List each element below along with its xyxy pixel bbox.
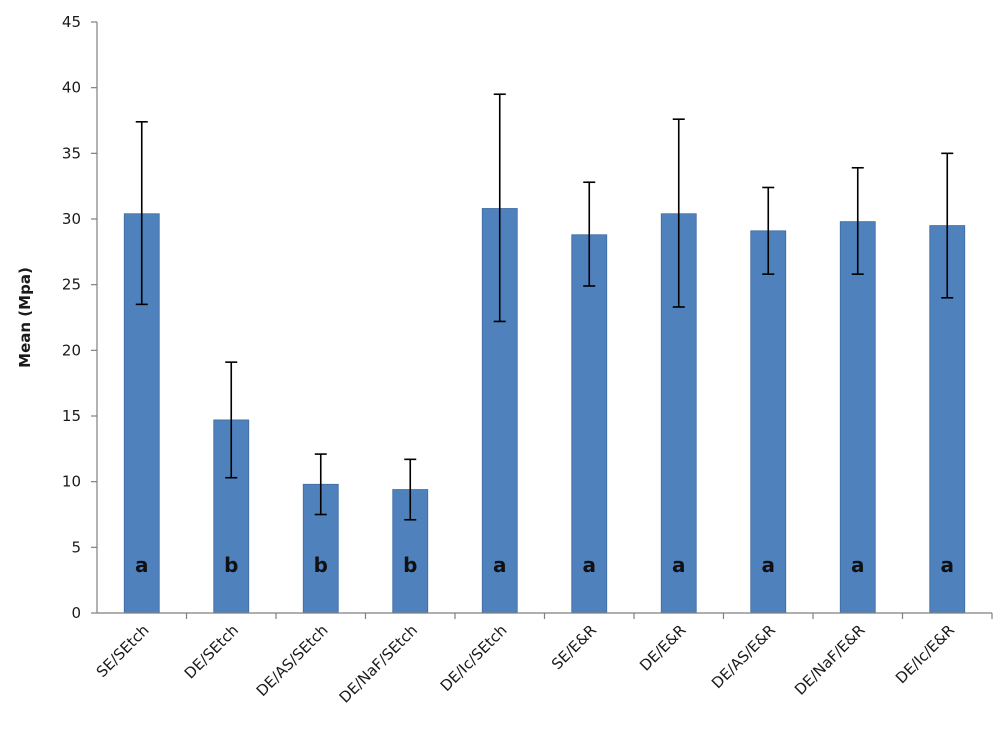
y-tick-label: 35 (62, 144, 81, 162)
group-letter: b (403, 553, 417, 577)
group-letter: a (851, 553, 865, 577)
x-category-label: SE/E&R (548, 621, 600, 673)
group-letter: a (672, 553, 686, 577)
bar (571, 234, 608, 614)
x-category-label: SE/SEtch (93, 621, 153, 681)
error-bars (135, 93, 954, 521)
group-letter: a (941, 553, 955, 577)
x-category-label: DE/SEtch (181, 621, 242, 682)
y-tick-label: 15 (62, 407, 81, 425)
y-axis-title: Mean (Mpa) (16, 267, 34, 368)
x-axis-labels: SE/SEtch DE/SEtch DE/AS/SEtch DE/NaF/SEtch D… (93, 613, 993, 707)
x-category-label: DE/Ic/SEtch (437, 621, 511, 695)
y-tick-label: 0 (71, 604, 81, 622)
group-letter: a (583, 553, 597, 577)
y-tick-label: 20 (62, 341, 81, 359)
y-tick-label: 45 (62, 13, 81, 31)
y-tick-label: 10 (62, 473, 81, 491)
group-letter: a (135, 553, 149, 577)
group-letter: a (762, 553, 776, 577)
y-tick-label: 30 (62, 210, 81, 228)
y-tick-label: 5 (71, 538, 81, 556)
x-category-label: DE/NaF/SEtch (336, 621, 421, 706)
group-letter: b (224, 553, 238, 577)
y-tick-label: 40 (62, 79, 81, 97)
x-category-label: DE/AS/E&R (708, 621, 779, 692)
x-category-label: DE/NaF/E&R (791, 621, 869, 699)
group-letter: b (314, 553, 328, 577)
bar (839, 221, 876, 614)
bars (123, 208, 966, 614)
group-letter: a (493, 553, 507, 577)
x-category-label: DE/AS/SEtch (253, 621, 332, 700)
x-category-label: DE/E&R (636, 621, 690, 675)
y-axis-ticks: 0 5 10 15 20 25 30 35 40 45 (62, 13, 97, 622)
y-tick-label: 25 (62, 276, 81, 294)
bar (750, 230, 787, 614)
x-category-label: DE/Ic/E&R (892, 621, 958, 687)
